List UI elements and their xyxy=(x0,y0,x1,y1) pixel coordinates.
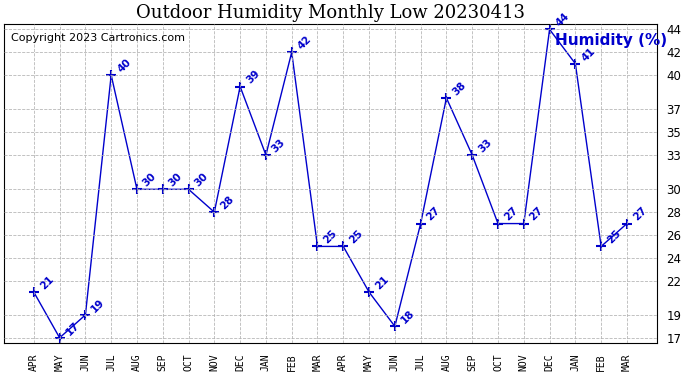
Text: 44: 44 xyxy=(554,11,571,28)
Text: 27: 27 xyxy=(528,206,545,223)
Text: 41: 41 xyxy=(580,45,597,63)
Text: 19: 19 xyxy=(90,297,107,314)
Text: 38: 38 xyxy=(451,80,468,97)
Text: 27: 27 xyxy=(425,206,442,223)
Text: 39: 39 xyxy=(244,69,262,86)
Text: 30: 30 xyxy=(141,171,159,189)
Text: 21: 21 xyxy=(373,274,391,291)
Text: Copyright 2023 Cartronics.com: Copyright 2023 Cartronics.com xyxy=(10,33,185,44)
Text: 25: 25 xyxy=(348,228,365,246)
Text: 27: 27 xyxy=(631,206,649,223)
Title: Outdoor Humidity Monthly Low 20230413: Outdoor Humidity Monthly Low 20230413 xyxy=(136,4,525,22)
Text: 28: 28 xyxy=(219,194,236,211)
Text: 25: 25 xyxy=(605,228,622,246)
Text: 33: 33 xyxy=(270,137,288,154)
Text: 30: 30 xyxy=(193,171,210,189)
Text: 17: 17 xyxy=(63,320,81,337)
Text: 33: 33 xyxy=(476,137,494,154)
Text: 42: 42 xyxy=(296,34,313,51)
Text: 27: 27 xyxy=(502,206,520,223)
Text: 18: 18 xyxy=(399,308,416,326)
Text: Humidity (%): Humidity (%) xyxy=(555,33,668,48)
Text: 30: 30 xyxy=(167,171,184,189)
Text: 25: 25 xyxy=(322,228,339,246)
Text: 40: 40 xyxy=(115,57,132,74)
Text: 21: 21 xyxy=(38,274,55,291)
